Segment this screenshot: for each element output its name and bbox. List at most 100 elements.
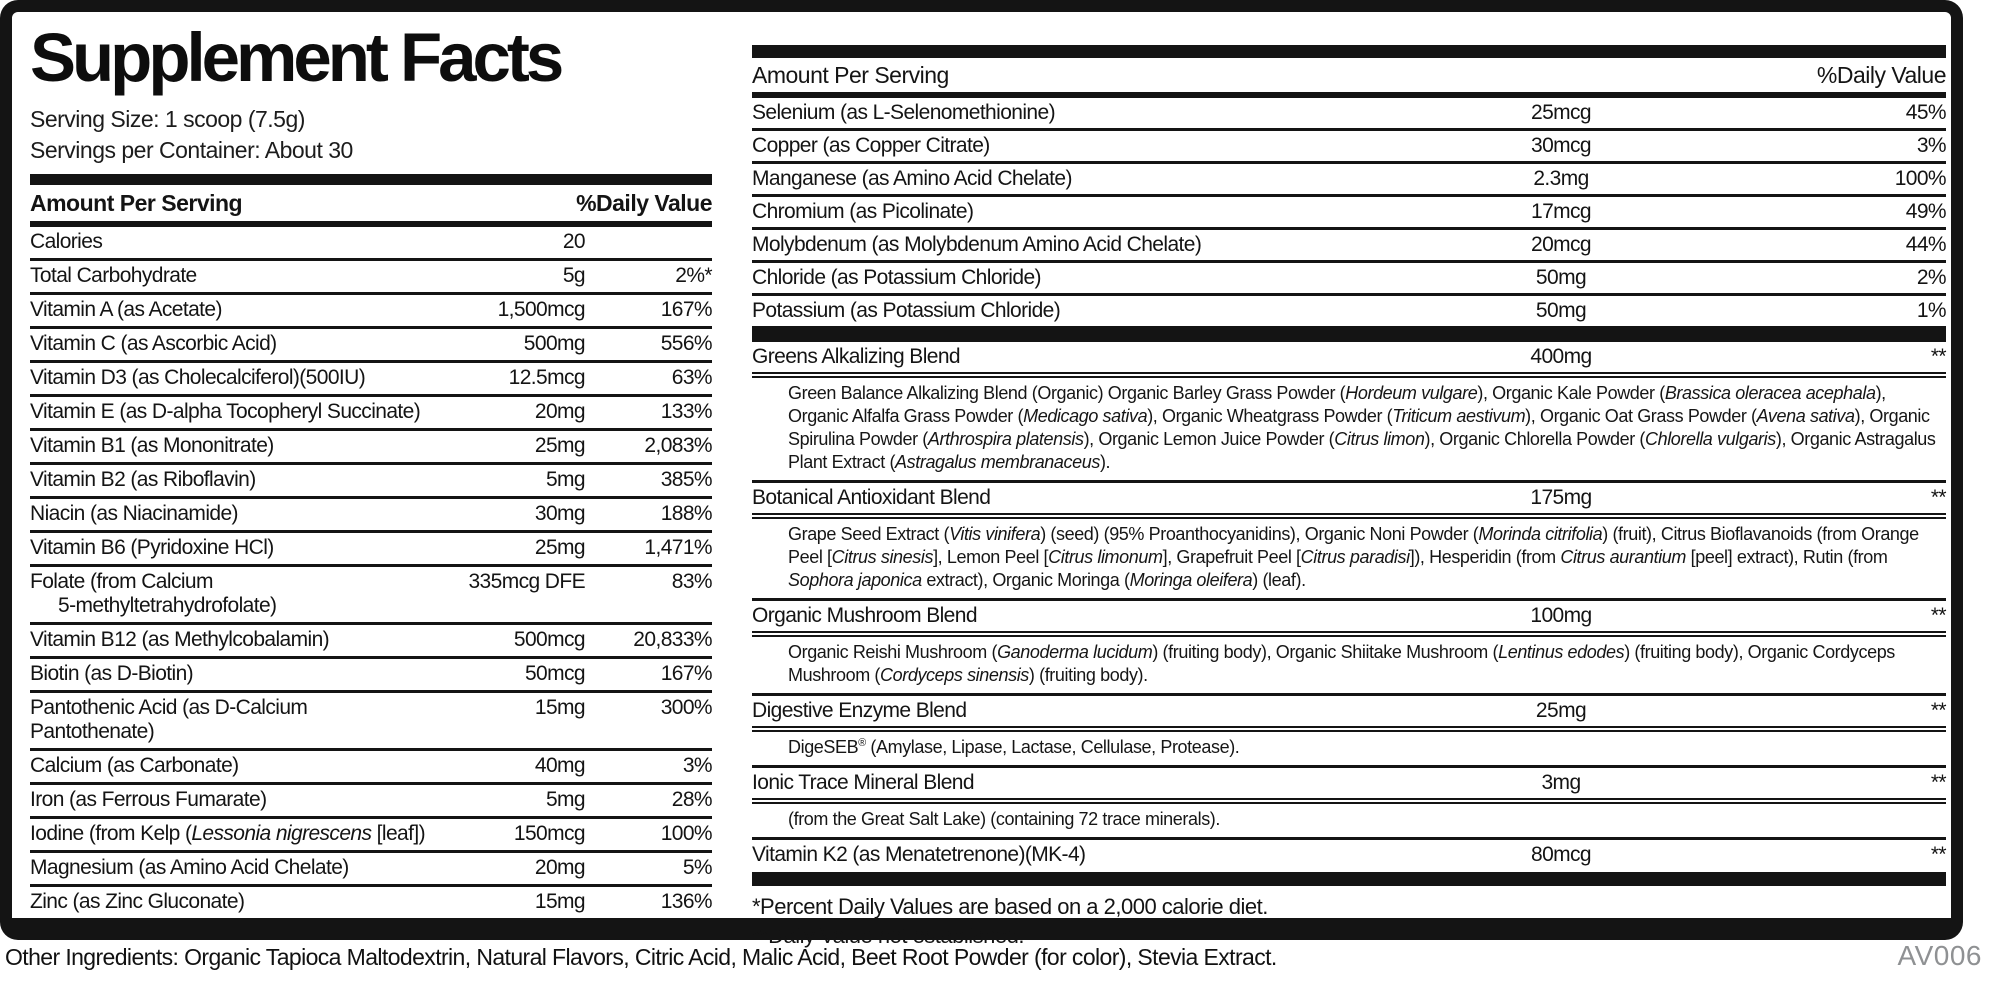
dv-cell: 83% [671,570,713,593]
dv-cell: 2%* [675,264,712,287]
table-row: Magnesium (as Amino Acid Chelate) 20mg 5% [30,853,713,887]
amount-cell: 50mg [1535,266,1587,289]
nutrient-name: Ionic Trace Mineral Blend [752,771,975,794]
dv-cell: ** [1930,604,1947,627]
dv-cell: 5% [682,856,713,879]
nutrient-name: Chloride (as Potassium Chloride) [752,266,1042,289]
nutrient-name: Iodine (from Kelp (Lessonia nigrescens [… [30,822,426,845]
blend-row: Vitamin K2 (as Menatetrenone)(MK-4) 80mcg… [752,840,1947,870]
nutrient-name: Calcium (as Carbonate) [30,754,239,777]
dv-cell: 3% [682,754,713,777]
nutrient-name: Biotin (as D-Biotin) [30,662,194,685]
amount-cell: 5mg [545,788,586,811]
nutrient-name: Total Carbohydrate [30,264,197,287]
right-table-rows: Selenium (as L-Selenomethionine) 25mcg 45%… [752,98,1947,329]
nutrient-name: Iron (as Ferrous Fumarate) [30,788,267,811]
table-row: Potassium (as Potassium Chloride) 50mg 1% [752,296,1947,329]
amount-cell: 40mg [534,754,586,777]
amount-cell: 30mg [534,502,586,525]
nutrient-name: Selenium (as L-Selenomethionine) [752,101,1056,124]
table-row: Vitamin B2 (as Riboflavin) 5mg 385% [30,465,713,499]
nutrient-name: Digestive Enzyme Blend [752,699,967,722]
nutrient-name: Potassium (as Potassium Chloride) [752,299,1061,322]
dv-cell: ** [1930,345,1947,368]
amount-cell: 5g [562,264,586,287]
blend-description: DigeSEB® (Amylase, Lipase, Lactase, Cell… [752,732,1946,768]
amount-per-serving-header: Amount Per Serving [30,190,243,216]
table-row: Chloride (as Potassium Chloride) 50mg 2% [752,263,1947,296]
nutrient-name: Calories [30,230,103,253]
nutrient-name: Copper (as Copper Citrate) [752,134,990,157]
nutrient-name: Vitamin B1 (as Mononitrate) [30,434,274,457]
nutrient-name-line2: 5-methyltetrahydrofolate) [58,594,277,617]
amount-cell: 500mcg [513,628,586,651]
amount-cell: 25mcg [1530,101,1592,124]
dv-cell: 133% [660,400,713,423]
table-row: Calcium (as Carbonate) 40mg 3% [30,751,713,785]
table-row: Vitamin D3 (as Cholecalciferol)(500IU) 12… [30,363,713,397]
dv-cell: 49% [1905,200,1947,223]
thick-rule [752,329,1946,342]
nutrient-name: Vitamin B2 (as Riboflavin) [30,468,256,491]
left-table-rows: Calories 20 Total Carbohydrate 5g 2%* Vitamin… [30,227,713,918]
dv-cell: ** [1930,843,1947,866]
footnotes: *Percent Daily Values are based on a 2,0… [752,892,1946,950]
dv-cell: 188% [660,502,713,525]
table-row: Vitamin E (as D-alpha Tocopheryl Succina… [30,397,713,431]
table-row: Selenium (as L-Selenomethionine) 25mcg 45% [752,98,1947,131]
label-code: AV006 [1897,940,1982,971]
dv-cell: 136% [660,890,713,913]
nutrient-name: Niacin (as Niacinamide) [30,502,239,525]
blend-description: Grape Seed Extract (Vitis vinifera) (see… [752,519,1946,601]
blend-row: Digestive Enzyme Blend 25mg ** [752,696,1947,732]
thick-rule [752,872,1946,886]
dv-cell: 1,471% [644,536,712,559]
right-column: Amount Per Serving %Daily Value Selenium… [752,45,1947,950]
table-row: Vitamin B6 (Pyridoxine HCl) 25mg 1,471% [30,533,713,567]
table-row: Molybdenum (as Molybdenum Amino Acid Che… [752,230,1947,263]
table-row: Chromium (as Picolinate) 17mcg 49% [752,197,1947,230]
dv-cell: 3% [1916,134,1947,157]
dv-cell: 300% [660,696,713,719]
table-row: Biotin (as D-Biotin) 50mcg 167% [30,659,713,693]
left-column: Supplement Facts Serving Size: 1 scoop (… [30,22,713,918]
other-ingredients: Other Ingredients: Organic Tapioca Malto… [5,944,1277,970]
table-row: Zinc (as Zinc Gluconate) 15mg 136% [30,887,713,918]
nutrient-name: Vitamin A (as Acetate) [30,298,222,321]
dv-cell: 167% [660,298,713,321]
dv-cell: 100% [660,822,713,845]
nutrient-name: Zinc (as Zinc Gluconate) [30,890,245,913]
nutrient-name: Vitamin K2 (as Menatetrenone)(MK-4) [752,843,1086,866]
footnote-percent-dv: *Percent Daily Values are based on a 2,0… [752,894,1268,919]
nutrient-name: Vitamin B6 (Pyridoxine HCl) [30,536,274,559]
amount-cell: 335mcg DFE [468,570,585,593]
nutrient-name: Vitamin C (as Ascorbic Acid) [30,332,277,355]
amount-cell: 50mcg [524,662,586,685]
blend-description: Organic Reishi Mushroom (Ganoderma lucid… [752,637,1946,696]
nutrient-name: Vitamin E (as D-alpha Tocopheryl Succina… [30,400,421,423]
left-table-header: Amount Per Serving %Daily Value [30,185,712,227]
amount-cell: 2.3mg [1533,167,1589,190]
amount-cell: 150mcg [513,822,586,845]
thick-rule [752,45,1946,58]
blend-description: Green Balance Alkalizing Blend (Organic)… [752,378,1946,483]
amount-cell: 15mg [534,890,586,913]
amount-cell: 17mcg [1530,200,1592,223]
servings-per-container: Servings per Container: About 30 [30,137,353,163]
nutrient-name: Molybdenum (as Molybdenum Amino Acid Che… [752,233,1202,256]
amount-cell: 5mg [545,468,586,491]
dv-cell: 556% [660,332,713,355]
blend-row: Ionic Trace Mineral Blend 3mg ** [752,768,1947,804]
right-table-header: Amount Per Serving %Daily Value [752,58,1947,98]
dv-cell: 385% [660,468,713,491]
table-row: Iron (as Ferrous Fumarate) 5mg 28% [30,785,713,819]
amount-per-serving-header: Amount Per Serving [752,62,949,88]
amount-cell: 80mcg [1530,843,1592,866]
blend-sections: Greens Alkalizing Blend 400mg ** Green Bala… [752,342,1947,870]
blend-row: Greens Alkalizing Blend 400mg ** [752,342,1947,378]
amount-cell: 25mg [534,434,586,457]
table-row: Vitamin B1 (as Mononitrate) 25mg 2,083% [30,431,713,465]
nutrient-name: Pantothenic Acid (as D-Calcium Pantothen… [30,696,308,743]
amount-cell: 50mg [1535,299,1587,322]
daily-value-header: %Daily Value [1816,62,1947,88]
